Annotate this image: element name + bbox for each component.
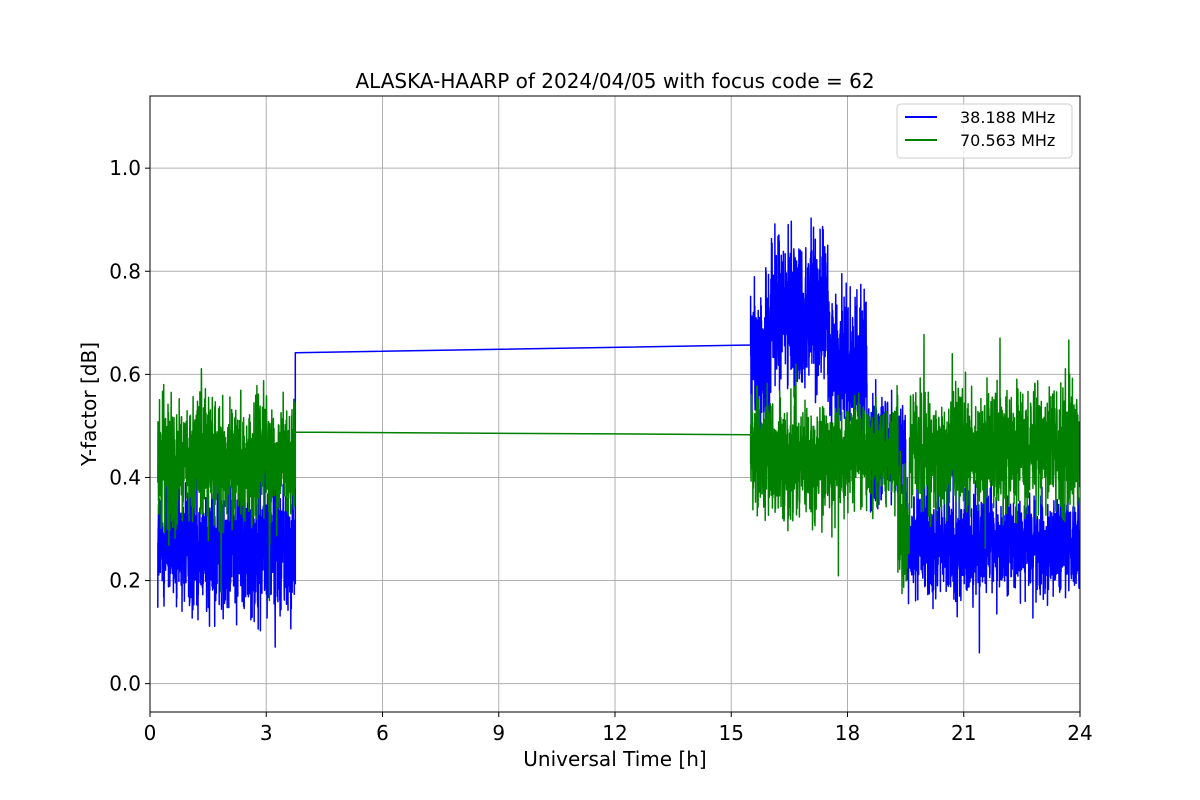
legend-label-38-mhz: 38.188 MHz [960, 108, 1055, 127]
y-tick-label: 0.6 [109, 362, 141, 386]
y-tick-label: 0.4 [109, 465, 141, 489]
x-tick-label: 12 [602, 721, 627, 745]
y-tick-label: 0.0 [109, 672, 141, 696]
y-tick-label: 0.8 [109, 259, 141, 283]
chart-title: ALASKA-HAARP of 2024/04/05 with focus co… [355, 69, 874, 93]
legend-box [896, 103, 1073, 159]
series-line [157, 217, 1080, 654]
legend: 38.188 MHz 70.563 MHz [896, 103, 1073, 159]
y-axis-label: Y-factor [dB] [77, 342, 101, 467]
y-tick-label: 0.2 [109, 569, 141, 593]
x-tick-label: 9 [492, 721, 505, 745]
x-tick-label: 18 [835, 721, 860, 745]
ticks: 0 3 6 9 12 15 18 21 24 0.0 0.2 0.4 0.6 0.8 1.0 [109, 156, 1093, 745]
x-tick-label: 21 [951, 721, 976, 745]
series-38-mhz [157, 217, 1080, 654]
series-layer [157, 217, 1080, 654]
x-tick-label: 24 [1067, 721, 1092, 745]
series-70-mhz [157, 333, 1080, 602]
x-tick-label: 6 [376, 721, 389, 745]
x-tick-label: 3 [260, 721, 273, 745]
x-axis-label: Universal Time [h] [523, 747, 706, 771]
y-tick-label: 1.0 [109, 156, 141, 180]
legend-label-70-mhz: 70.563 MHz [960, 131, 1055, 150]
x-tick-label: 0 [144, 721, 157, 745]
x-tick-label: 15 [719, 721, 744, 745]
series-line [157, 333, 1080, 602]
